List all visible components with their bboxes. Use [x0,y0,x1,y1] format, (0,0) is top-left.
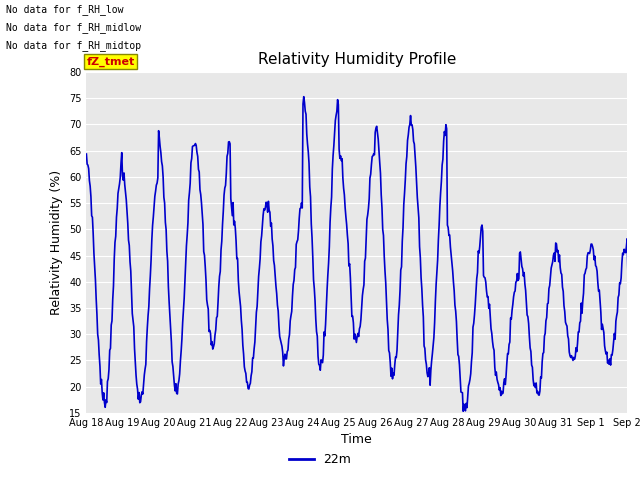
Text: fZ_tmet: fZ_tmet [86,56,134,67]
X-axis label: Time: Time [341,433,372,446]
Text: No data for f_RH_low: No data for f_RH_low [6,4,124,15]
Text: No data for f_RH_midlow: No data for f_RH_midlow [6,22,141,33]
Title: Relativity Humidity Profile: Relativity Humidity Profile [258,52,456,67]
Y-axis label: Relativity Humidity (%): Relativity Humidity (%) [51,170,63,315]
Text: No data for f_RH_midtop: No data for f_RH_midtop [6,40,141,51]
Legend: 22m: 22m [284,448,356,471]
